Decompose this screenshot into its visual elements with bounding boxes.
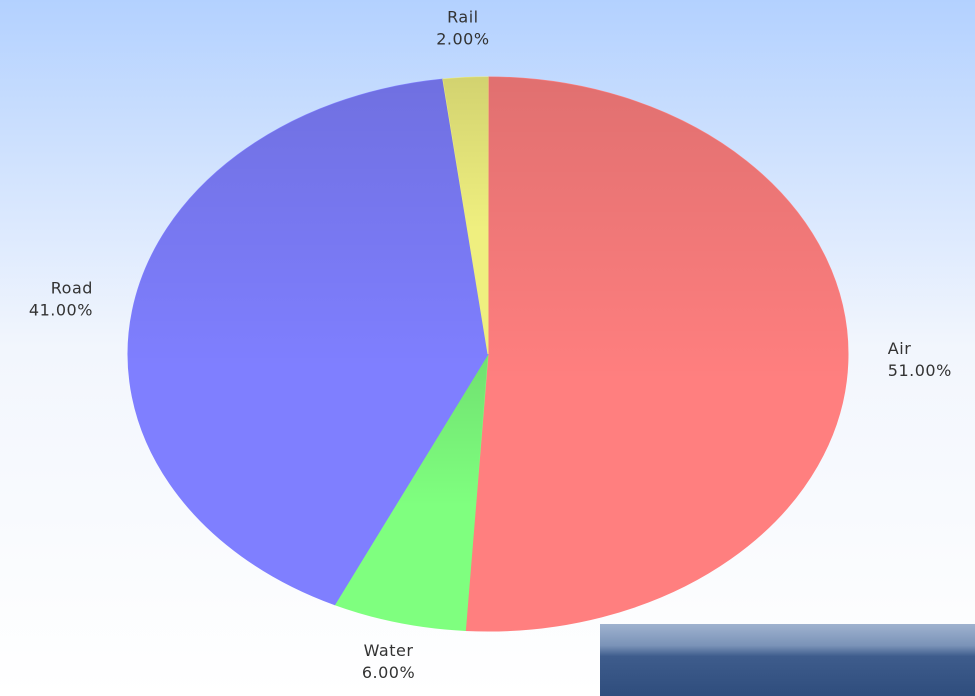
slice-label: Water <box>364 641 414 660</box>
slice-shade <box>128 79 489 605</box>
photo <box>600 624 975 696</box>
slice-label: Rail <box>447 8 478 27</box>
slice-value-label: 2.00% <box>436 30 489 49</box>
slice-label: Road <box>51 279 93 298</box>
slice-value-label: 51.00% <box>888 361 952 380</box>
slice-shade <box>334 354 488 631</box>
slice-shade <box>465 77 849 632</box>
pie <box>127 76 849 632</box>
slice-shade <box>442 77 488 354</box>
slice-value-label: 6.00% <box>362 663 415 682</box>
slice-label: Air <box>888 339 911 358</box>
slice-value-label: 41.00% <box>29 301 93 320</box>
